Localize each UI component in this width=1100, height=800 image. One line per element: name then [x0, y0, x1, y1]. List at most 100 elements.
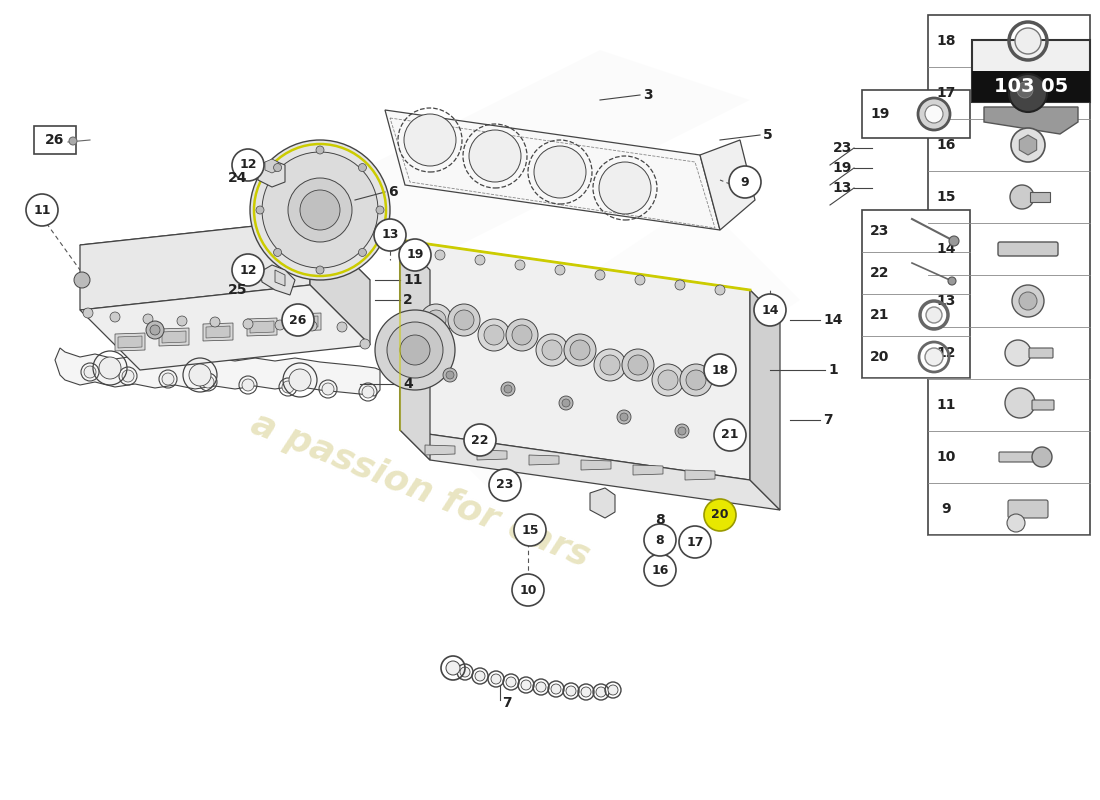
Circle shape [1005, 340, 1031, 366]
Bar [34, 126, 76, 154]
Text: 11: 11 [403, 273, 422, 287]
Polygon shape [80, 220, 310, 310]
Text: 26: 26 [45, 133, 65, 147]
Circle shape [322, 383, 334, 395]
Circle shape [512, 325, 532, 345]
Ellipse shape [644, 524, 676, 556]
Circle shape [1019, 292, 1037, 310]
Polygon shape [260, 265, 295, 295]
Circle shape [918, 98, 950, 130]
Ellipse shape [282, 304, 314, 336]
Circle shape [534, 146, 586, 198]
Text: 26: 26 [289, 314, 307, 326]
Bar [862, 90, 970, 138]
Polygon shape [206, 326, 230, 338]
Circle shape [608, 685, 618, 695]
Circle shape [652, 364, 684, 396]
Text: 5: 5 [763, 128, 772, 142]
Circle shape [680, 364, 712, 396]
Circle shape [69, 137, 77, 145]
Circle shape [506, 677, 516, 687]
Circle shape [143, 314, 153, 324]
Bar [928, 15, 1090, 535]
Ellipse shape [704, 354, 736, 386]
Circle shape [454, 310, 474, 330]
Ellipse shape [490, 469, 521, 501]
Text: 21: 21 [722, 429, 739, 442]
Text: 18: 18 [712, 363, 728, 377]
Text: a passion for cars: a passion for cars [245, 406, 594, 574]
Circle shape [289, 369, 311, 391]
Circle shape [926, 307, 942, 323]
Circle shape [715, 285, 725, 295]
Text: 2: 2 [403, 293, 412, 307]
Circle shape [256, 206, 264, 214]
Text: 13: 13 [936, 294, 956, 308]
Circle shape [1005, 388, 1035, 418]
Circle shape [110, 312, 120, 322]
Circle shape [559, 396, 573, 410]
Ellipse shape [512, 574, 544, 606]
Circle shape [475, 255, 485, 265]
Circle shape [74, 272, 90, 288]
Text: 14: 14 [936, 242, 956, 256]
Circle shape [925, 348, 943, 366]
Text: 15: 15 [936, 190, 956, 204]
Circle shape [434, 250, 446, 260]
Text: 11: 11 [936, 398, 956, 412]
Circle shape [420, 304, 452, 336]
Polygon shape [310, 220, 370, 345]
Polygon shape [1020, 135, 1036, 155]
Circle shape [359, 249, 366, 257]
Text: 22: 22 [870, 266, 890, 280]
Ellipse shape [714, 419, 746, 451]
Text: 22: 22 [471, 434, 488, 446]
Circle shape [274, 249, 282, 257]
Text: 14: 14 [761, 303, 779, 317]
Text: 103 05: 103 05 [994, 77, 1068, 96]
Circle shape [1032, 447, 1052, 467]
Circle shape [189, 364, 211, 386]
Circle shape [460, 667, 470, 677]
Polygon shape [685, 470, 715, 480]
Polygon shape [400, 240, 780, 320]
Circle shape [146, 321, 164, 339]
Circle shape [925, 105, 943, 123]
Ellipse shape [644, 554, 676, 586]
FancyBboxPatch shape [1008, 500, 1048, 518]
Text: 11: 11 [33, 203, 51, 217]
FancyBboxPatch shape [999, 452, 1041, 462]
Text: 23: 23 [833, 141, 853, 155]
Circle shape [635, 275, 645, 285]
Circle shape [282, 381, 294, 393]
Polygon shape [294, 316, 318, 328]
Circle shape [426, 310, 446, 330]
Text: 19: 19 [870, 107, 890, 121]
Text: 13: 13 [382, 229, 398, 242]
Circle shape [678, 427, 686, 435]
Text: 20: 20 [870, 350, 890, 364]
Circle shape [484, 325, 504, 345]
Circle shape [446, 371, 454, 379]
Circle shape [443, 368, 456, 382]
Circle shape [600, 162, 651, 214]
Circle shape [566, 686, 576, 696]
Circle shape [400, 335, 430, 365]
Text: 9: 9 [942, 502, 950, 516]
Text: 12: 12 [240, 158, 256, 171]
Circle shape [262, 152, 378, 268]
Circle shape [359, 163, 366, 171]
Circle shape [596, 687, 606, 697]
Text: 21: 21 [870, 308, 890, 322]
Bar [1030, 192, 1050, 202]
Polygon shape [400, 430, 780, 510]
Polygon shape [300, 50, 750, 250]
Circle shape [1018, 82, 1033, 98]
Text: 3: 3 [644, 88, 652, 102]
Polygon shape [581, 460, 611, 470]
FancyBboxPatch shape [998, 242, 1058, 256]
Circle shape [150, 325, 160, 335]
Polygon shape [477, 450, 507, 460]
Polygon shape [425, 445, 455, 455]
Text: 18: 18 [936, 34, 956, 48]
